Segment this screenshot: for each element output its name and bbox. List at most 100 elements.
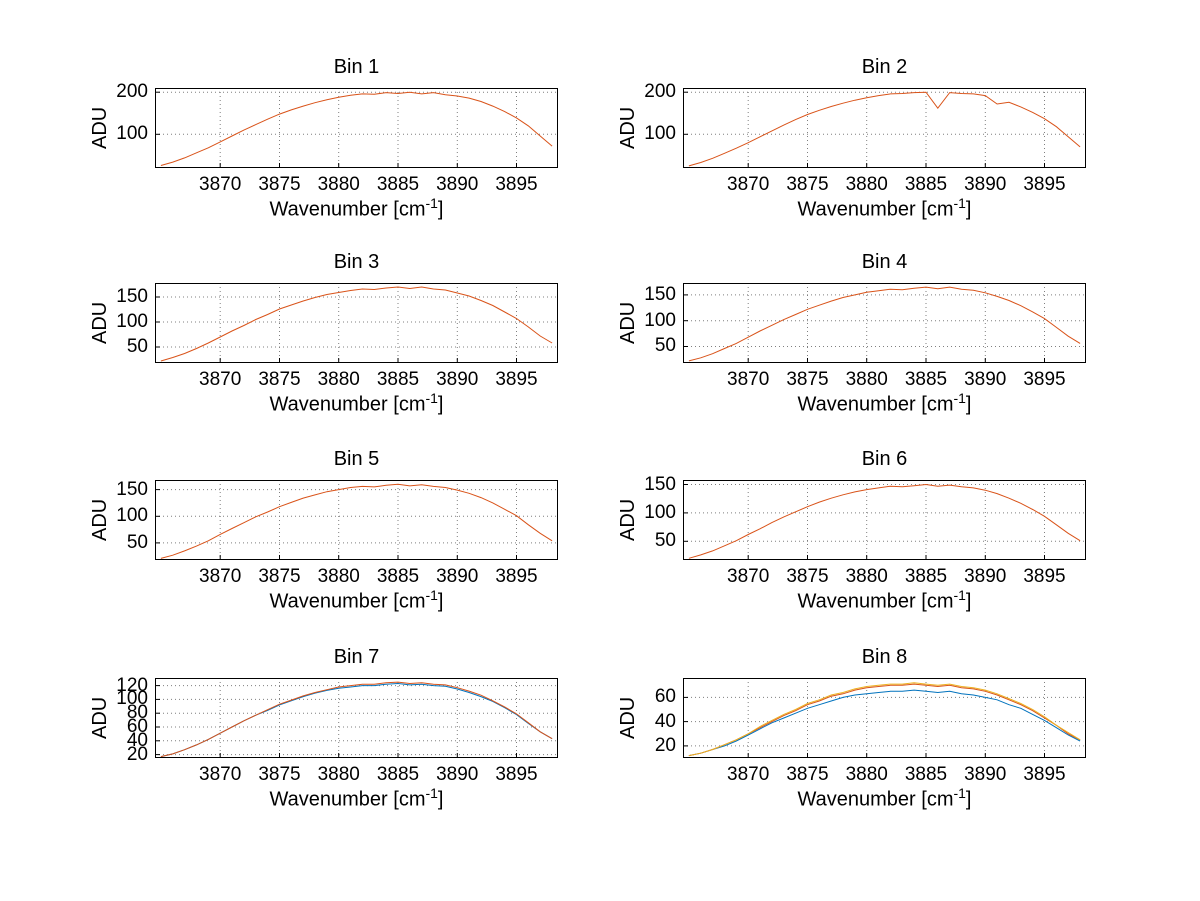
x-tick-label: 3875: [258, 566, 301, 587]
x-axis-label-text: Wavenumber [cm: [797, 788, 954, 811]
x-tick-label: 3875: [786, 566, 829, 587]
x-axis-label: Wavenumber [cm-1]: [270, 390, 444, 417]
x-tick-label: 3885: [376, 174, 420, 195]
x-tick-label: 3890: [436, 764, 479, 785]
x-axis-label-close: ]: [437, 788, 444, 811]
x-tick-label: 3870: [199, 369, 242, 390]
series-spectrum: [160, 286, 553, 362]
x-tick-label: 3880: [317, 764, 360, 785]
series-spectrum: [688, 286, 1081, 362]
y-tick-label: 100: [116, 505, 148, 527]
series-spectrum: [688, 91, 1081, 167]
subplot-bin-6: Bin 6 ADU Wavenumber [cm-1] 3870 3875 3880…: [617, 448, 1086, 613]
x-axis-label-superscript: -1: [425, 195, 438, 211]
y-tick-label: 20: [654, 734, 676, 756]
series-spectrum-yellow: [688, 682, 1081, 757]
y-tick-label: 120: [116, 674, 148, 696]
y-axis-label: ADU: [617, 106, 639, 150]
y-tick-label: 50: [126, 531, 148, 553]
x-tick-label: 3875: [786, 369, 829, 390]
y-axis-label: ADU: [617, 498, 639, 542]
series-spectrum-blue: [688, 689, 1081, 757]
x-tick-label: 3895: [495, 566, 538, 587]
series-spectrum-orange: [160, 681, 553, 758]
x-tick-label: 3895: [1023, 764, 1066, 785]
y-tick-label: 100: [116, 311, 148, 332]
subplot-title: Bin 7: [333, 646, 380, 668]
x-tick-label: 3895: [1023, 369, 1066, 390]
y-tick-label: 50: [126, 336, 148, 357]
x-tick-label: 3885: [904, 566, 948, 587]
x-tick-label: 3885: [376, 369, 420, 390]
y-tick-label: 200: [644, 81, 676, 103]
series-spectrum: [688, 483, 1081, 559]
y-tick-label: 150: [644, 473, 676, 495]
x-tick-label: 3870: [199, 174, 242, 195]
x-tick-label: 3880: [317, 566, 360, 587]
x-axis-label-superscript: -1: [425, 390, 438, 406]
x-axis-label-superscript: -1: [953, 195, 966, 211]
x-axis-label-text: Wavenumber [cm: [797, 590, 954, 613]
x-axis-label-text: Wavenumber [cm: [269, 393, 426, 416]
subplot-title: Bin 2: [861, 56, 908, 78]
x-tick-label: 3895: [1023, 174, 1066, 195]
plot-area: [683, 480, 1086, 560]
x-tick-label: 3880: [845, 566, 888, 587]
x-axis-label-superscript: -1: [953, 587, 966, 603]
subplot-bin-5: Bin 5 ADU Wavenumber [cm-1] 3870 3875 3880…: [89, 448, 558, 613]
y-tick-label: 100: [644, 123, 676, 145]
subplot-title: Bin 1: [333, 56, 380, 78]
x-tick-label: 3885: [904, 764, 948, 785]
y-tick-label: 20: [126, 743, 148, 765]
plot-area: [155, 283, 558, 363]
x-tick-label: 3895: [1023, 566, 1066, 587]
x-tick-label: 3875: [786, 764, 829, 785]
y-tick-label: 150: [116, 478, 148, 500]
subplot-bin-4: Bin 4 ADU Wavenumber [cm-1] 3870 3875 3880…: [617, 251, 1086, 416]
y-tick-label: 50: [654, 335, 676, 357]
series-spectrum-orange: [688, 683, 1081, 757]
x-tick-label: 3890: [964, 764, 1007, 785]
y-tick-label: 100: [644, 501, 676, 523]
x-tick-label: 3885: [904, 174, 948, 195]
x-axis-label-superscript: -1: [953, 390, 966, 406]
x-axis-label: Wavenumber [cm-1]: [270, 587, 444, 614]
plot-area: [683, 88, 1086, 168]
x-tick-label: 3870: [727, 566, 770, 587]
x-tick-label: 3890: [436, 174, 479, 195]
y-tick-label: 60: [654, 686, 676, 708]
subplot-title: Bin 5: [333, 448, 380, 470]
x-tick-label: 3870: [727, 369, 770, 390]
x-axis-label: Wavenumber [cm-1]: [798, 390, 972, 417]
x-axis-label-close: ]: [437, 590, 444, 613]
x-tick-label: 3895: [495, 764, 538, 785]
x-tick-label: 3870: [727, 174, 770, 195]
x-tick-label: 3880: [845, 369, 888, 390]
x-axis-label: Wavenumber [cm-1]: [270, 195, 444, 222]
x-tick-label: 3885: [376, 764, 420, 785]
x-axis-label-close: ]: [965, 788, 972, 811]
y-tick-label: 100: [116, 123, 148, 145]
plot-area: [155, 480, 558, 560]
x-axis-label-close: ]: [437, 393, 444, 416]
x-tick-label: 3870: [199, 566, 242, 587]
x-tick-label: 3875: [258, 369, 301, 390]
x-axis-label-text: Wavenumber [cm: [797, 198, 954, 221]
x-tick-label: 3895: [495, 369, 538, 390]
x-tick-label: 3890: [964, 174, 1007, 195]
subplot-bin-1: Bin 1 ADU Wavenumber [cm-1] 3870 3875 3880…: [89, 56, 558, 221]
x-axis-label-superscript: -1: [953, 785, 966, 801]
x-tick-label: 3890: [436, 369, 479, 390]
x-tick-label: 3880: [317, 174, 360, 195]
subplot-title: Bin 8: [861, 646, 908, 668]
subplot-title: Bin 3: [333, 251, 380, 273]
subplot-title: Bin 4: [861, 251, 908, 273]
plot-area: [155, 88, 558, 168]
y-tick-label: 40: [654, 710, 676, 732]
x-axis-label-superscript: -1: [425, 785, 438, 801]
y-tick-label: 200: [116, 81, 148, 103]
x-axis-label-text: Wavenumber [cm: [269, 590, 426, 613]
x-tick-label: 3890: [964, 369, 1007, 390]
x-tick-label: 3870: [727, 764, 770, 785]
